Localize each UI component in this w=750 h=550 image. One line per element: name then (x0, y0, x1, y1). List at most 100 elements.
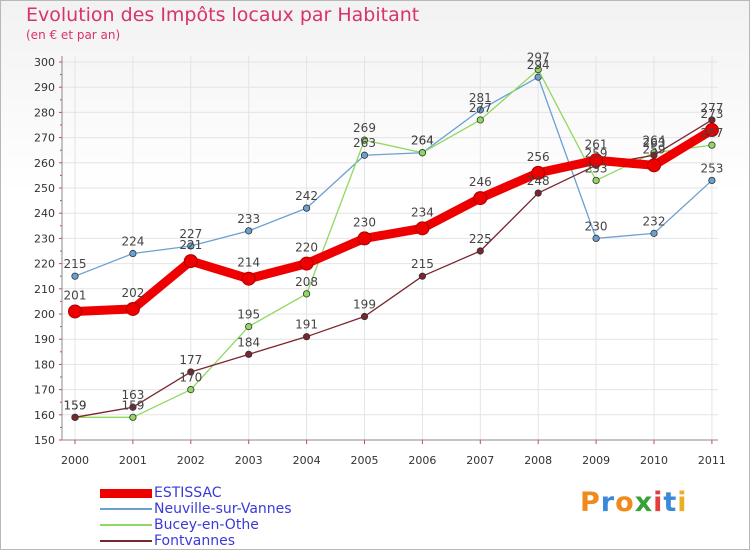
data-point (476, 247, 484, 255)
data-point (476, 106, 484, 114)
legend-label: Fontvannes (154, 533, 235, 549)
data-point (708, 141, 716, 149)
data-label: 234 (411, 205, 434, 219)
legend-swatch (100, 508, 152, 510)
data-label: 224 (121, 235, 144, 249)
data-label: 277 (469, 101, 492, 115)
data-label: 225 (469, 232, 492, 246)
series-bucey-en-othe (71, 65, 716, 421)
x-tick-label: 2009 (582, 454, 610, 467)
data-label: 273 (700, 107, 723, 121)
data-label: 269 (353, 121, 376, 135)
data-label: 267 (700, 126, 723, 140)
data-point (360, 312, 369, 321)
data-label: 259 (643, 142, 666, 156)
data-label: 220 (295, 241, 318, 255)
data-point (531, 165, 546, 180)
data-label: 191 (295, 318, 318, 332)
data-label: 253 (700, 161, 723, 175)
data-label: 256 (527, 150, 550, 164)
data-point (187, 242, 195, 250)
data-label: 264 (411, 134, 434, 148)
legend-item: Fontvannes (100, 533, 360, 549)
y-tick-label: 230 (34, 232, 55, 245)
x-tick-label: 2006 (408, 454, 436, 467)
legend-item: Neuville-sur-Vannes (100, 501, 360, 517)
data-label: 297 (527, 51, 550, 65)
data-label: 170 (179, 371, 202, 385)
data-point (360, 136, 369, 144)
data-label: 215 (411, 257, 434, 271)
series-line (70, 125, 717, 316)
data-point (534, 73, 542, 81)
y-tick-label: 180 (34, 358, 55, 371)
x-tick-label: 2000 (61, 454, 89, 467)
y-tick-label: 260 (34, 157, 55, 170)
y-tick-label: 240 (34, 207, 55, 220)
data-label: 277 (700, 101, 723, 115)
data-point (704, 123, 719, 138)
data-point (187, 385, 195, 394)
data-point (592, 234, 600, 242)
data-label: 177 (179, 353, 202, 367)
chart-subtitle: (en € et par an) (26, 28, 121, 42)
data-label: 163 (121, 388, 144, 402)
series-line (74, 68, 713, 418)
data-label: 261 (585, 137, 608, 151)
y-tick-label: 220 (34, 258, 55, 271)
legend-label: Bucey-en-Othe (154, 517, 259, 533)
plot-area (62, 56, 718, 440)
data-point (71, 413, 79, 421)
data-point (125, 301, 140, 316)
data-label: 246 (469, 175, 492, 189)
data-label: 227 (179, 227, 202, 241)
data-point (129, 403, 137, 411)
series-neuville-sur-vannes (71, 73, 716, 280)
x-tick-label: 2008 (524, 454, 552, 467)
data-label: 263 (353, 136, 376, 150)
series-line (74, 76, 713, 277)
x-tick-label: 2007 (466, 454, 494, 467)
brand-letter: t (663, 487, 678, 518)
brand-letter: r (600, 487, 616, 518)
data-point (534, 189, 542, 197)
legend-label: Neuville-sur-Vannes (154, 501, 292, 517)
data-point (187, 368, 195, 376)
y-tick-label: 270 (34, 132, 55, 145)
data-label: 208 (295, 275, 318, 289)
y-tick-label: 290 (34, 81, 55, 94)
data-label: 214 (237, 256, 260, 270)
data-label: 242 (295, 189, 318, 203)
data-point (473, 191, 488, 206)
data-point (708, 176, 716, 185)
data-point (418, 272, 426, 280)
legend-swatch (100, 540, 152, 542)
data-label: 233 (237, 212, 260, 226)
y-tick-label: 160 (34, 409, 55, 422)
data-label: 199 (353, 298, 376, 312)
data-label: 263 (643, 136, 666, 150)
data-point (129, 413, 137, 421)
data-label: 232 (643, 214, 666, 228)
data-label: 221 (179, 238, 202, 252)
data-point (476, 116, 484, 124)
data-label: 230 (585, 219, 608, 233)
data-label: 230 (353, 215, 376, 229)
x-tick-label: 2003 (235, 454, 263, 467)
data-label: 253 (585, 161, 608, 175)
data-label: 201 (64, 288, 87, 302)
x-tick-label: 2004 (293, 454, 321, 467)
y-tick-label: 190 (34, 333, 55, 346)
data-point (71, 272, 79, 280)
legend-item: Bucey-en-Othe (100, 517, 360, 533)
brand-letter: P (580, 487, 601, 518)
brand-letter: i (677, 487, 688, 518)
data-label: 195 (237, 308, 260, 322)
data-point (360, 151, 369, 159)
data-point (241, 271, 256, 286)
y-tick-label: 210 (34, 283, 55, 296)
data-point (245, 227, 253, 235)
data-point (418, 149, 426, 157)
